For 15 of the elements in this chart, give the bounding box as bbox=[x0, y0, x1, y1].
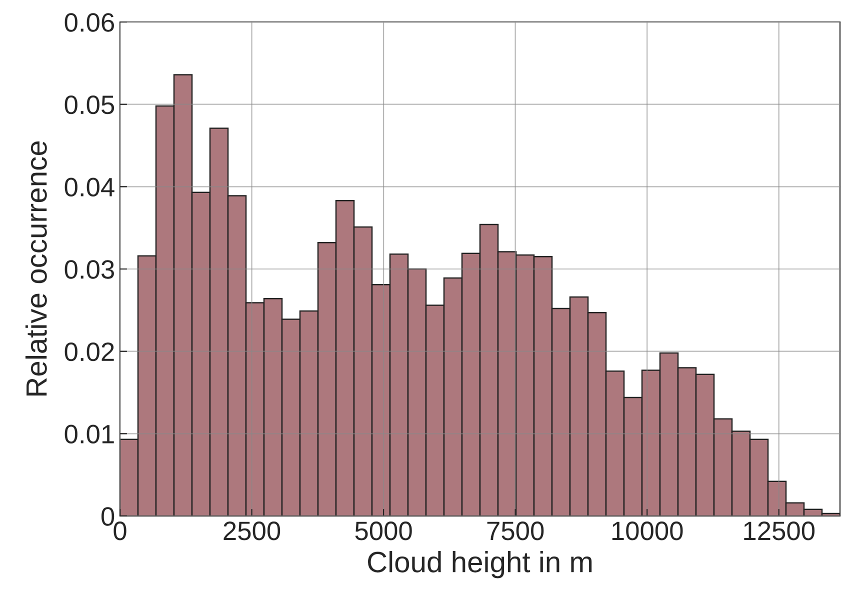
y-tick-label: 0.02 bbox=[64, 342, 114, 362]
y-tick-label: 0.06 bbox=[64, 13, 114, 32]
y-axis-title: Relative occurrence bbox=[25, 141, 47, 396]
x-tick-label: 12500 bbox=[744, 522, 815, 540]
y-tick-label: 0.05 bbox=[64, 95, 114, 114]
y-tick-label: 0 bbox=[101, 507, 114, 526]
y-tick-label: 0.03 bbox=[64, 260, 114, 279]
x-tick-label: 0 bbox=[114, 522, 126, 540]
x-tick-label: 2500 bbox=[224, 522, 280, 540]
x-tick-label: 10000 bbox=[612, 522, 683, 540]
x-tick-label: 5000 bbox=[355, 522, 412, 540]
y-tick-label: 0.04 bbox=[64, 178, 114, 196]
x-axis-title: Cloud height in m bbox=[368, 551, 592, 578]
x-tick-label: 7500 bbox=[487, 522, 544, 540]
y-tick-label: 0.01 bbox=[64, 424, 114, 444]
